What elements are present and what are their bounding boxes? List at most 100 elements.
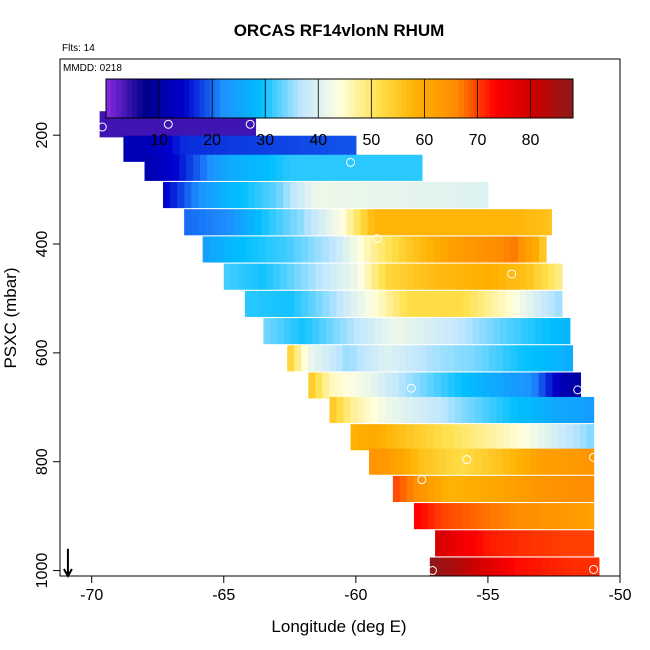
heat-cell	[356, 345, 365, 372]
heat-cell	[308, 345, 316, 372]
heat-cell	[503, 236, 512, 263]
heat-cell	[413, 263, 422, 290]
heat-cell	[170, 181, 178, 209]
colorbar-cell	[458, 79, 465, 118]
heat-cell	[403, 209, 411, 236]
heat-cell	[265, 236, 274, 263]
heat-cell	[469, 530, 478, 557]
heat-cell	[462, 503, 470, 530]
colorbar-cell	[163, 79, 169, 118]
heat-cell	[517, 424, 525, 451]
heat-cell	[331, 154, 340, 181]
heat-cell	[502, 448, 510, 475]
heat-cell	[432, 448, 440, 475]
heat-cell	[266, 290, 274, 317]
heat-cell	[392, 396, 400, 424]
heat-cell	[321, 345, 330, 372]
colorbar-cell	[495, 79, 501, 118]
heat-cell	[565, 424, 574, 451]
heat-cell	[377, 236, 386, 263]
heat-cell	[374, 318, 383, 345]
heat-cell	[163, 181, 171, 209]
heat-cell	[474, 448, 482, 475]
colorbar-cell	[334, 79, 340, 118]
heat-cell	[343, 372, 351, 399]
heat-cell	[184, 181, 192, 209]
colorbar-cell	[121, 79, 128, 118]
colorbar-cell	[142, 79, 149, 118]
heat-cell	[348, 135, 357, 162]
heat-cell	[357, 424, 366, 451]
heat-cell	[258, 236, 267, 263]
heat-cell	[417, 181, 425, 209]
heat-cell	[570, 557, 579, 576]
heat-cell	[339, 181, 348, 209]
heat-cell	[414, 154, 423, 181]
heat-cell	[517, 396, 525, 424]
heat-cell	[312, 318, 320, 345]
heat-cell	[357, 372, 365, 399]
heat-cell	[565, 396, 574, 424]
heat-cell	[563, 557, 572, 576]
heat-cell	[449, 263, 457, 290]
heat-cell	[420, 503, 429, 530]
band-17	[429, 557, 600, 576]
heat-cell	[399, 424, 407, 451]
colorbar-cell	[308, 79, 315, 118]
heat-cell	[441, 503, 450, 530]
heat-cell	[424, 181, 433, 209]
heat-cell	[566, 372, 574, 399]
heat-cell	[209, 236, 218, 263]
heat-cell	[158, 154, 166, 181]
heat-cell	[435, 263, 443, 290]
colorbar-cell	[438, 79, 444, 118]
heat-cell	[517, 372, 526, 399]
colorbar-cell	[318, 79, 325, 118]
colorbar-cell	[173, 79, 180, 118]
heat-cell	[371, 290, 380, 317]
colorbar-cell	[131, 79, 138, 118]
x-tick-label: -65	[212, 587, 235, 604]
heat-cell	[473, 181, 482, 209]
heat-cell	[163, 111, 172, 138]
heat-cell	[510, 503, 519, 530]
heat-cell	[392, 424, 400, 451]
colorbar-cell	[168, 79, 174, 118]
heat-cell	[463, 290, 471, 317]
heat-cell	[509, 448, 518, 475]
heat-cell	[236, 135, 244, 162]
heat-cell	[554, 263, 563, 290]
heat-cell	[273, 290, 281, 317]
heat-cell	[349, 345, 358, 372]
heat-cell	[457, 557, 466, 576]
heat-cell	[177, 111, 186, 138]
colorbar-cell	[323, 79, 330, 118]
heat-cell	[268, 181, 277, 209]
heat-cell	[439, 448, 447, 475]
heat-cell	[516, 448, 525, 475]
heat-cell	[247, 181, 256, 209]
flight-marker	[406, 383, 416, 393]
colorbar-cell	[536, 79, 543, 118]
heat-cell	[552, 503, 560, 530]
heat-cell	[545, 503, 553, 530]
heat-cell	[447, 396, 456, 424]
heat-cell	[530, 448, 539, 475]
heat-cell	[472, 557, 480, 576]
heat-cell	[409, 318, 418, 345]
heat-cell	[480, 181, 489, 209]
heat-cell	[335, 345, 344, 372]
heat-cell	[538, 530, 546, 557]
heat-cell	[552, 372, 561, 399]
colorbar-cell	[386, 79, 392, 118]
heat-cell	[234, 154, 243, 181]
colorbar-cell	[261, 79, 268, 118]
heat-cell	[410, 181, 418, 209]
heat-cell	[391, 345, 400, 372]
heat-cell	[244, 236, 253, 263]
heat-cell	[558, 475, 567, 502]
heat-cell	[559, 530, 567, 557]
heat-cell	[433, 345, 441, 372]
heat-cell	[230, 236, 239, 263]
heat-cell	[461, 396, 470, 424]
